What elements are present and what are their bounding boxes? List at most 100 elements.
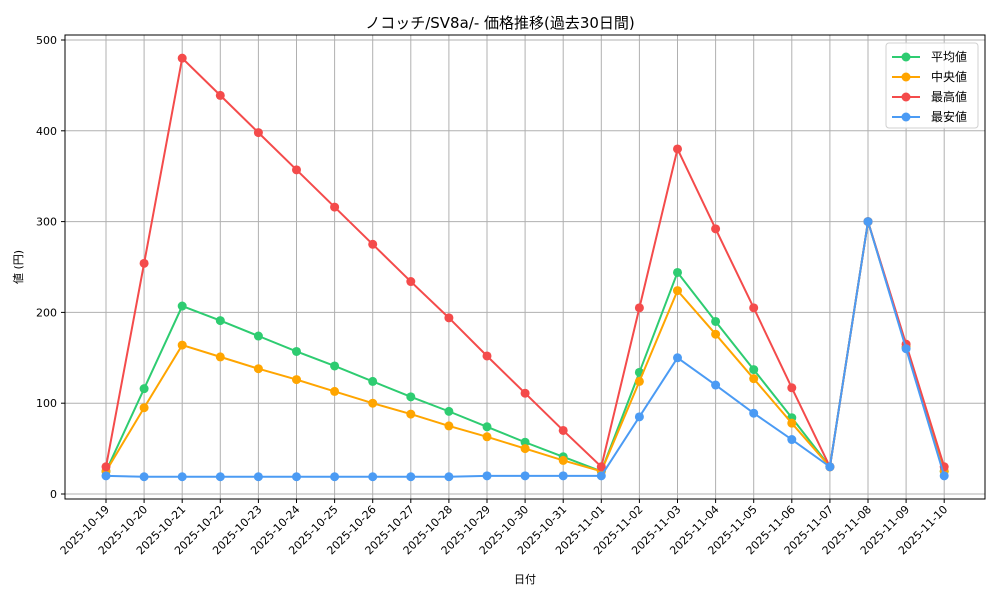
y-tick-label: 200 <box>36 306 57 319</box>
x-axis: 2025-10-192025-10-202025-10-212025-10-22… <box>58 499 950 557</box>
data-point <box>101 462 111 472</box>
data-point <box>520 437 530 447</box>
data-point <box>863 217 873 227</box>
data-point <box>711 316 721 326</box>
data-point <box>520 444 530 454</box>
data-point <box>749 374 759 384</box>
data-point <box>177 340 187 350</box>
data-point <box>330 472 340 482</box>
data-point <box>330 361 340 371</box>
data-point <box>634 376 644 386</box>
data-point <box>558 425 568 435</box>
data-point <box>787 418 797 428</box>
data-point <box>711 380 721 390</box>
series-0 <box>101 217 949 476</box>
data-point <box>292 346 301 356</box>
data-point <box>177 301 187 311</box>
data-point <box>215 472 225 482</box>
data-point <box>787 435 797 445</box>
data-point <box>673 267 682 277</box>
legend-marker <box>901 72 911 82</box>
data-point <box>482 351 492 361</box>
series-3 <box>101 217 949 482</box>
data-point <box>596 471 606 481</box>
data-point <box>444 421 454 431</box>
legend-item: 平均値 <box>892 49 967 64</box>
data-point <box>292 165 301 175</box>
data-point <box>101 471 111 481</box>
data-point <box>253 331 263 341</box>
grid-lines <box>65 35 985 499</box>
data-point <box>787 383 797 393</box>
data-point <box>253 364 263 374</box>
data-point <box>596 462 606 472</box>
data-point <box>444 472 454 482</box>
y-tick-label: 400 <box>36 125 57 138</box>
data-point <box>558 471 568 481</box>
data-point <box>482 422 492 432</box>
data-point <box>520 388 530 398</box>
data-point <box>749 303 759 313</box>
data-point <box>177 53 187 63</box>
data-point <box>558 455 568 465</box>
data-point <box>368 376 378 386</box>
data-point <box>711 224 721 234</box>
data-point <box>901 344 911 354</box>
data-point <box>368 472 378 482</box>
data-point <box>634 412 644 422</box>
data-point <box>939 471 949 481</box>
legend-marker <box>901 52 911 62</box>
y-axis-label: 値 (円) <box>12 250 25 284</box>
data-point <box>215 352 225 362</box>
data-point <box>444 313 454 323</box>
series-layer <box>101 53 949 482</box>
legend-marker <box>901 92 911 102</box>
data-point <box>634 303 644 313</box>
data-point <box>139 472 149 482</box>
data-point <box>292 375 301 385</box>
y-tick-label: 100 <box>36 397 57 410</box>
data-point <box>482 432 492 442</box>
data-point <box>215 316 225 326</box>
data-point <box>749 365 759 375</box>
data-point <box>330 386 340 396</box>
legend-item: 最安値 <box>892 109 967 124</box>
data-point <box>139 258 149 268</box>
y-tick-label: 500 <box>36 34 57 47</box>
data-point <box>406 472 416 482</box>
data-point <box>253 128 263 138</box>
data-point <box>253 472 263 482</box>
legend-label: 最高値 <box>931 89 967 104</box>
legend-box <box>885 42 979 129</box>
data-point <box>406 392 416 402</box>
y-axis: 0 100 200 300 400 500 <box>36 34 65 501</box>
data-point <box>139 384 149 394</box>
data-point <box>406 277 416 287</box>
data-point <box>139 403 149 413</box>
chart-title: ノコッチ/SV8a/- 価格推移(過去30日間) <box>365 14 635 32</box>
data-point <box>673 144 682 154</box>
data-point <box>292 472 301 482</box>
legend-marker <box>901 112 911 122</box>
legend-item: 中央値 <box>892 69 967 84</box>
legend-label: 平均値 <box>931 49 967 64</box>
x-axis-label: 日付 <box>514 573 536 586</box>
data-point <box>444 406 454 416</box>
data-point <box>673 286 682 296</box>
legend-label: 中央値 <box>931 69 967 84</box>
data-point <box>368 239 378 249</box>
data-point <box>406 409 416 419</box>
data-point <box>520 471 530 481</box>
data-point <box>673 353 682 363</box>
data-point <box>330 202 340 212</box>
data-point <box>368 398 378 408</box>
data-point <box>711 329 721 339</box>
data-point <box>482 471 492 481</box>
data-point <box>215 90 225 100</box>
data-point <box>749 408 759 418</box>
legend-item: 最高値 <box>892 89 967 104</box>
data-point <box>177 472 187 482</box>
y-tick-label: 0 <box>50 488 57 501</box>
